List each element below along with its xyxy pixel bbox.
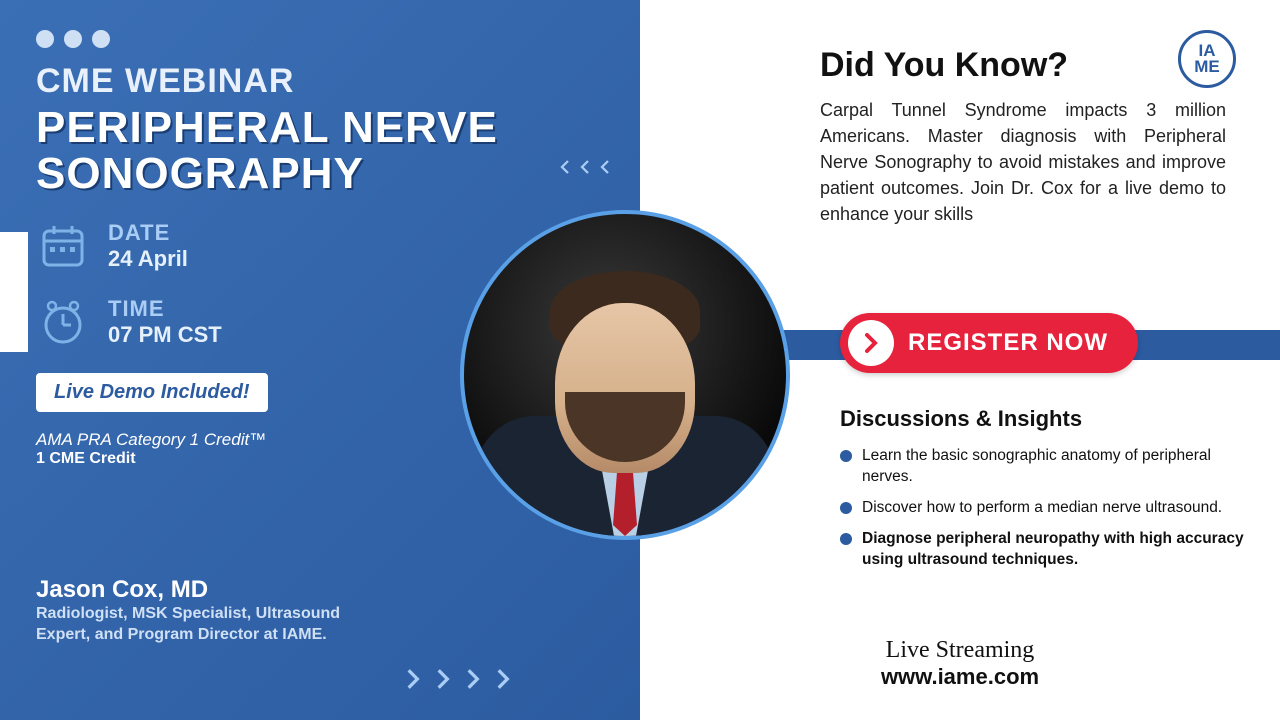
list-item: Diagnose peripheral neuropathy with high… [840, 529, 1260, 571]
iame-logo: IA ME [1178, 30, 1236, 88]
bullet-text: Learn the basic sonographic anatomy of p… [862, 446, 1260, 488]
register-now-button[interactable]: REGISTER NOW [840, 313, 1138, 373]
discussions-block: Discussions & Insights Learn the basic s… [840, 406, 1260, 581]
calendar-icon [36, 219, 90, 273]
speaker-photo [460, 210, 790, 540]
did-you-know-title: Did You Know? [820, 46, 1226, 85]
arrow-circle-icon [848, 320, 894, 366]
date-label: DATE [108, 220, 188, 246]
did-you-know-body: Carpal Tunnel Syndrome impacts 3 million… [820, 97, 1226, 227]
eyebrow-title: CME WEBINAR [36, 62, 604, 101]
chevron-left-icon [556, 155, 614, 179]
time-label: TIME [108, 296, 222, 322]
stream-label: Live Streaming [640, 637, 1280, 664]
bullet-text: Diagnose peripheral neuropathy with high… [862, 529, 1260, 571]
main-title: PERIPHERAL NERVE SONOGRAPHY [36, 105, 604, 197]
discussions-title: Discussions & Insights [840, 406, 1260, 432]
speaker-block: Jason Cox, MD Radiologist, MSK Specialis… [36, 576, 366, 646]
decorative-dots [36, 30, 604, 48]
streaming-block: Live Streaming www.iame.com [640, 637, 1280, 690]
stream-url: www.iame.com [640, 664, 1280, 690]
speaker-role: Radiologist, MSK Specialist, Ultrasound … [36, 604, 366, 646]
title-line-1: PERIPHERAL NERVE [36, 103, 498, 152]
speaker-name: Jason Cox, MD [36, 576, 366, 604]
list-item: Discover how to perform a median nerve u… [840, 498, 1260, 519]
credit-line: AMA PRA Category 1 Credit™ [36, 430, 266, 449]
live-demo-badge: Live Demo Included! [36, 373, 268, 412]
time-value: 07 PM CST [108, 322, 222, 348]
clock-icon [36, 295, 90, 349]
list-item: Learn the basic sonographic anatomy of p… [840, 446, 1260, 488]
logo-bottom: ME [1194, 59, 1220, 75]
cta-label: REGISTER NOW [908, 329, 1108, 357]
date-value: 24 April [108, 246, 188, 272]
white-accent-bar [0, 232, 28, 352]
bullet-text: Discover how to perform a median nerve u… [862, 498, 1222, 519]
title-line-2: SONOGRAPHY [36, 149, 364, 198]
chevron-right-icon [400, 666, 516, 692]
left-panel: CME WEBINAR PERIPHERAL NERVE SONOGRAPHY … [0, 0, 640, 720]
